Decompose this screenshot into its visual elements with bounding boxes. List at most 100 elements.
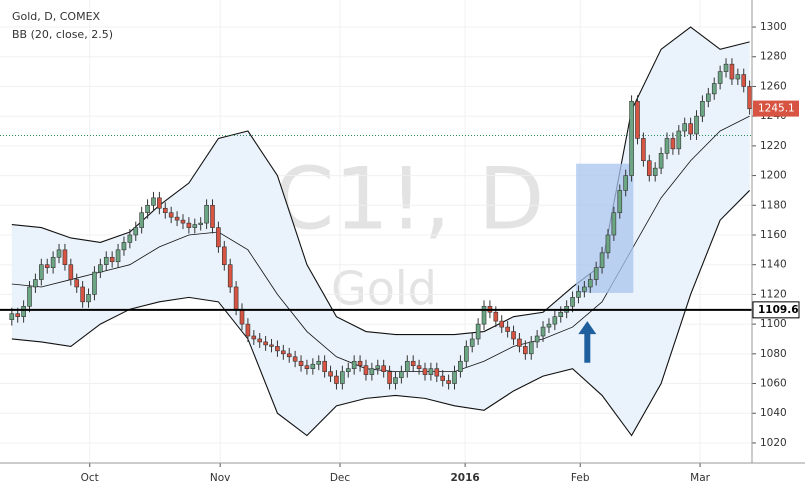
candle-body: [363, 365, 369, 375]
candle-body: [499, 320, 505, 328]
candle-body: [115, 249, 121, 263]
candle-body: [641, 138, 646, 162]
candle-body: [340, 371, 345, 384]
candle-body: [50, 256, 56, 268]
x-tick-label: 2016: [451, 472, 480, 484]
candle-body: [180, 219, 186, 224]
candle-body: [410, 360, 416, 367]
candle-body: [747, 86, 752, 110]
candle-body: [517, 338, 522, 347]
candle-body: [322, 360, 327, 372]
candle-body: [239, 308, 245, 325]
y-tick-label: 1200: [760, 170, 787, 182]
candle-body: [216, 227, 221, 248]
candle-body: [623, 175, 628, 191]
y-tick-label: 1140: [760, 259, 787, 271]
candle-body: [281, 350, 286, 355]
candle-body: [27, 286, 32, 307]
candle-body: [56, 249, 62, 258]
candle-body: [694, 115, 699, 135]
y-tick-label: 1220: [760, 140, 787, 152]
candle-body: [251, 335, 257, 340]
candle-body: [310, 363, 316, 369]
level-tag: [752, 301, 800, 319]
candle-body: [257, 338, 263, 343]
y-tick-label: 1280: [760, 51, 787, 63]
candle-body: [162, 207, 168, 214]
candle-body: [80, 286, 85, 303]
x-tick-label: Oct: [81, 472, 99, 484]
candle-body: [646, 160, 652, 176]
y-tick-label: 1060: [760, 378, 787, 390]
candle-body: [192, 224, 198, 228]
candle-body: [540, 326, 546, 337]
candle-body: [534, 335, 540, 343]
candle-body: [198, 222, 203, 225]
candle-body: [204, 204, 209, 224]
candle-body: [469, 338, 475, 347]
y-tick-label: 1120: [760, 288, 787, 300]
chart-subtitle: BB (20, close, 2.5): [12, 28, 113, 41]
level-label: 1109.6: [758, 304, 799, 316]
candle-body: [440, 375, 446, 381]
candle-body: [157, 197, 162, 209]
y-tick-label: 1020: [760, 437, 787, 449]
candle-body: [168, 212, 174, 218]
candle-body: [245, 323, 251, 337]
candle-body: [68, 264, 74, 280]
y-tick-label: 1300: [760, 21, 787, 33]
candle-body: [582, 286, 587, 292]
candle-body: [186, 222, 192, 228]
candle-body: [151, 197, 156, 206]
candle-body: [552, 316, 558, 325]
price-label: 1245.1: [758, 103, 795, 115]
candle-body: [664, 138, 670, 154]
candle-body: [109, 256, 115, 263]
candle-body: [511, 331, 516, 340]
candle-body: [723, 63, 729, 72]
candle-body: [676, 130, 682, 150]
x-tick-label: Nov: [210, 472, 231, 484]
candle-body: [98, 264, 103, 273]
candle-body: [523, 346, 528, 355]
candle-body: [145, 204, 150, 214]
candle-body: [62, 249, 68, 265]
candle-body: [39, 264, 44, 280]
candle-body: [706, 93, 711, 102]
candle-body: [74, 279, 80, 288]
candle-body: [92, 271, 97, 295]
candle-body: [133, 227, 139, 236]
candle-body: [528, 341, 534, 355]
candle-body: [505, 326, 510, 332]
candle-body: [263, 341, 268, 346]
candle-body: [635, 101, 640, 139]
candle-body: [700, 101, 705, 117]
candle-body: [369, 368, 375, 375]
candle-body: [9, 313, 15, 320]
candle-body: [434, 368, 440, 377]
candle-body: [375, 365, 381, 369]
y-tick-label: 1180: [760, 199, 787, 211]
candle-body: [688, 123, 693, 135]
candle-body: [593, 267, 599, 280]
candle-body: [611, 212, 617, 236]
candle-body: [404, 360, 410, 372]
candle-body: [345, 368, 351, 372]
candle-body: [286, 353, 292, 358]
candle-body: [658, 152, 664, 169]
y-tick-label: 1260: [760, 80, 787, 92]
candle-body: [682, 123, 688, 132]
watermark-sub: Gold: [331, 262, 437, 316]
y-tick-label: 1160: [760, 229, 787, 241]
candle-body: [558, 311, 564, 317]
x-tick-label: Feb: [571, 472, 590, 484]
candle-body: [399, 371, 404, 378]
candle-body: [210, 204, 215, 228]
candle-body: [416, 365, 422, 369]
band-fill: [11, 27, 750, 436]
candle-body: [546, 323, 552, 328]
candle-body: [652, 167, 658, 176]
candle-body: [422, 368, 428, 375]
y-tick-label: 1080: [760, 348, 787, 360]
